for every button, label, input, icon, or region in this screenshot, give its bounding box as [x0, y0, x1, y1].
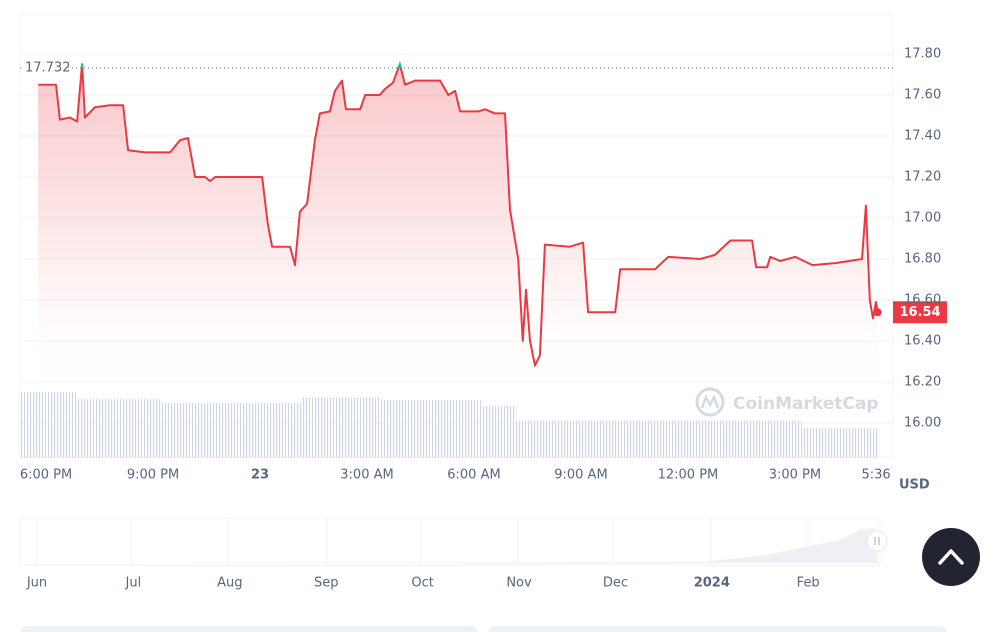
card: [488, 626, 947, 632]
y-tick-label: 16.00: [904, 415, 941, 430]
y-tick-label: 17.60: [904, 87, 941, 102]
volume-bar: [160, 403, 302, 458]
x-tick-label: 12:00 PM: [658, 468, 719, 483]
y-tick-label: 17.00: [904, 210, 941, 225]
y-tick-label: 17.40: [904, 128, 941, 143]
x-tick-label: 5:36 PM: [861, 468, 913, 483]
navigator-label: 2024: [694, 576, 730, 591]
navigator-area: [20, 528, 878, 563]
y-tick-label: 16.40: [904, 333, 941, 348]
navigator-label: Jun: [26, 576, 47, 591]
x-tick-label: 3:00 PM: [769, 468, 821, 483]
watermark-logo: [695, 387, 725, 417]
card: [20, 626, 478, 632]
watermark-text: CoinMarketCap: [733, 394, 878, 414]
y-unit: USD: [899, 478, 930, 493]
x-tick-label: 9:00 AM: [554, 468, 607, 483]
navigator-label: Feb: [797, 576, 820, 591]
navigator-label: Oct: [411, 576, 433, 591]
price-tag-label: 16.54: [899, 305, 940, 320]
price-line: [38, 63, 879, 367]
volume-bar: [381, 399, 482, 458]
x-tick-label: 23: [251, 468, 269, 483]
navigator-grid: [36, 518, 809, 565]
navigator-label: Jul: [125, 576, 142, 591]
volume-bar: [801, 428, 878, 458]
last-point: [873, 308, 882, 317]
watermark-logo-mark: [700, 393, 720, 409]
navigator-label: Dec: [603, 576, 628, 591]
reference-label: 17.732: [25, 60, 71, 75]
y-tick-label: 17.80: [904, 46, 941, 61]
x-tick-label: 9:00 PM: [127, 468, 179, 483]
scroll-top-button[interactable]: [922, 528, 980, 586]
navigator-label: Sep: [314, 576, 339, 591]
navigator-label: Nov: [506, 576, 532, 591]
y-tick-label: 16.20: [904, 374, 941, 389]
area: [38, 64, 878, 390]
y-tick-label: 16.60: [904, 292, 941, 307]
navigator-handle[interactable]: [866, 530, 888, 552]
y-tick-label: 16.80: [904, 251, 941, 266]
navigator-label: Aug: [217, 576, 242, 591]
volume-bar: [301, 397, 382, 458]
volume-bar: [481, 405, 517, 458]
reference-label-bg: [22, 58, 68, 77]
y-tick-label: 17.20: [904, 169, 941, 184]
volume-bar: [20, 392, 76, 458]
x-tick-label: 6:00 AM: [447, 468, 500, 483]
price-tag: [893, 301, 947, 324]
volume-bar: [75, 399, 161, 458]
x-tick-label: 6:00 PM: [20, 468, 72, 483]
volume-bar: [516, 420, 802, 458]
x-tick-label: 3:00 AM: [340, 468, 393, 483]
watermark: CoinMarketCap: [695, 387, 878, 417]
